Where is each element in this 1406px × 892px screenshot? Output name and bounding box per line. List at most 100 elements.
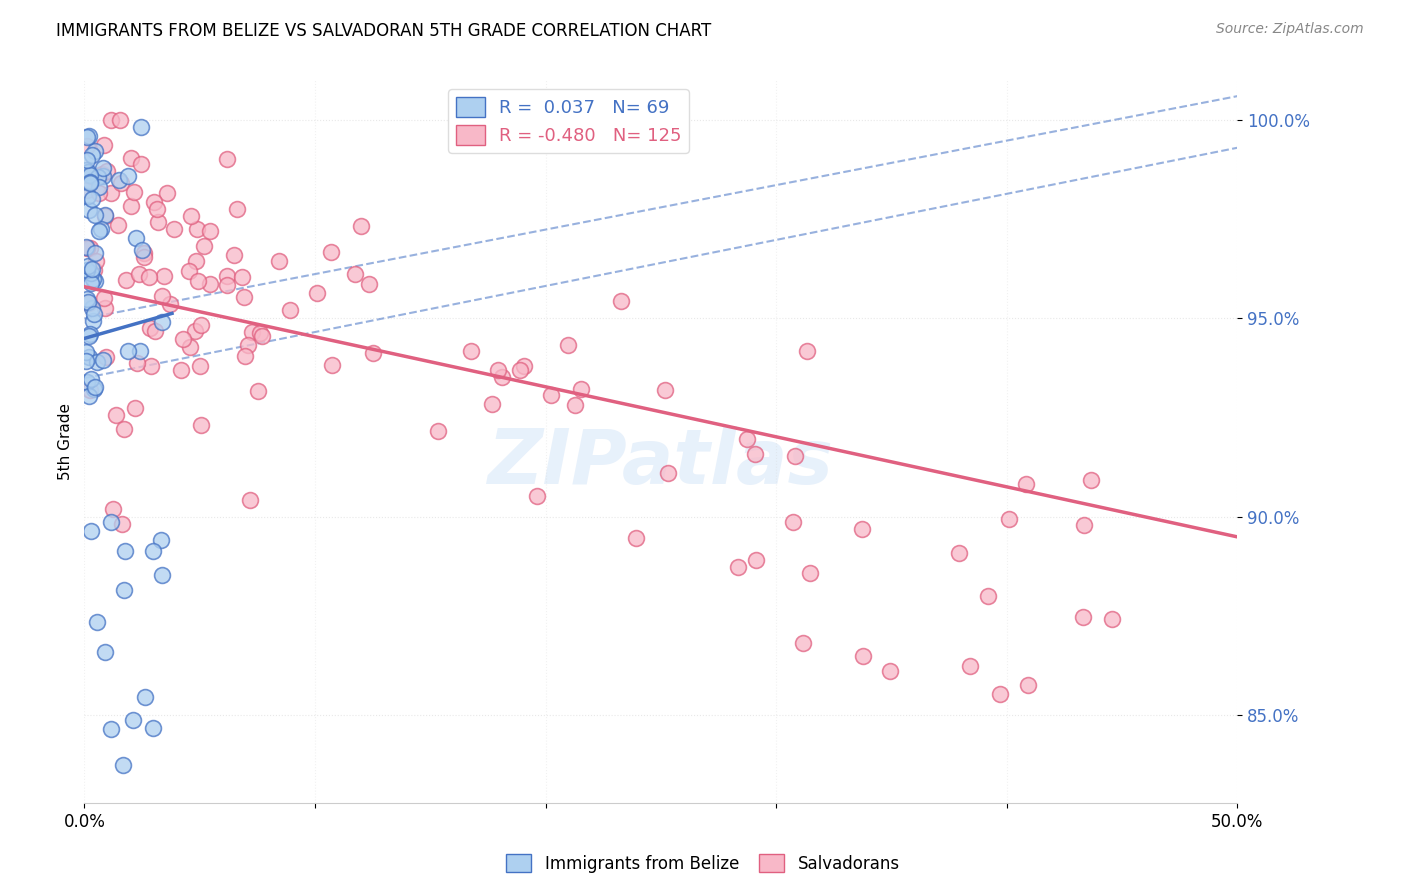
Point — [186, 221, 208, 235]
Point — [526, 489, 548, 503]
Point — [122, 185, 145, 199]
Point — [83, 307, 105, 321]
Text: Source: ZipAtlas.com: Source: ZipAtlas.com — [1216, 22, 1364, 37]
Point — [80, 169, 103, 183]
Point — [744, 447, 766, 461]
Point — [80, 266, 103, 280]
Point — [94, 645, 117, 659]
Legend: R =  0.037   N= 69, R = -0.480   N= 125: R = 0.037 N= 69, R = -0.480 N= 125 — [449, 89, 689, 153]
Point — [93, 291, 115, 305]
Point — [460, 343, 482, 358]
Point — [132, 250, 155, 264]
Point — [124, 401, 146, 416]
Point — [190, 418, 212, 433]
Point — [361, 346, 384, 360]
Point — [80, 276, 103, 290]
Point — [112, 422, 135, 436]
Point — [79, 384, 101, 398]
Point — [149, 533, 172, 547]
Point — [138, 269, 160, 284]
Point — [110, 177, 132, 191]
Point — [80, 262, 103, 277]
Point — [240, 326, 263, 340]
Point — [79, 203, 101, 218]
Point — [90, 167, 112, 181]
Point — [76, 242, 98, 256]
Point — [988, 687, 1011, 701]
Point — [94, 301, 117, 316]
Point — [159, 296, 181, 310]
Point — [280, 303, 302, 318]
Point — [233, 349, 256, 363]
Point — [96, 350, 118, 364]
Point — [307, 286, 329, 301]
Point — [129, 120, 152, 134]
Point — [114, 273, 136, 287]
Point — [82, 147, 104, 161]
Point — [79, 241, 101, 255]
Point — [998, 512, 1021, 526]
Point — [83, 263, 105, 277]
Point — [162, 222, 184, 236]
Point — [657, 466, 679, 480]
Point — [142, 194, 165, 209]
Point — [481, 396, 503, 410]
Point — [357, 277, 380, 291]
Point — [100, 723, 122, 737]
Point — [100, 516, 122, 530]
Point — [134, 246, 156, 260]
Point — [350, 219, 373, 234]
Point — [232, 289, 254, 303]
Point — [122, 713, 145, 727]
Point — [146, 202, 169, 217]
Point — [150, 315, 173, 329]
Point — [82, 192, 104, 206]
Point — [247, 384, 270, 398]
Point — [249, 326, 271, 340]
Point — [77, 295, 100, 310]
Point — [491, 369, 513, 384]
Point — [1015, 476, 1038, 491]
Point — [84, 379, 107, 393]
Point — [200, 224, 222, 238]
Point — [180, 209, 202, 223]
Point — [75, 240, 97, 254]
Point — [89, 186, 111, 200]
Point — [75, 354, 97, 368]
Point — [129, 156, 152, 170]
Point — [851, 523, 873, 537]
Point — [91, 352, 114, 367]
Point — [117, 343, 139, 358]
Point — [84, 245, 107, 260]
Point — [959, 658, 981, 673]
Point — [143, 324, 166, 338]
Point — [93, 138, 115, 153]
Point — [267, 253, 290, 268]
Point — [188, 359, 211, 373]
Point — [1073, 610, 1095, 624]
Point — [84, 274, 107, 288]
Point — [977, 589, 1000, 603]
Point — [540, 388, 562, 402]
Point — [100, 186, 122, 201]
Point — [76, 376, 98, 390]
Point — [735, 432, 758, 446]
Point — [486, 363, 509, 377]
Point — [120, 151, 142, 165]
Point — [104, 408, 127, 422]
Point — [226, 202, 249, 216]
Point — [76, 263, 98, 277]
Point — [427, 424, 450, 438]
Point — [94, 209, 117, 223]
Point — [153, 268, 176, 283]
Point — [239, 493, 262, 508]
Point — [564, 398, 586, 412]
Point — [224, 248, 246, 262]
Point — [184, 324, 207, 338]
Point — [91, 169, 114, 184]
Point — [93, 161, 115, 175]
Point — [782, 515, 804, 529]
Point — [75, 162, 97, 177]
Point — [190, 318, 212, 333]
Point — [76, 138, 98, 153]
